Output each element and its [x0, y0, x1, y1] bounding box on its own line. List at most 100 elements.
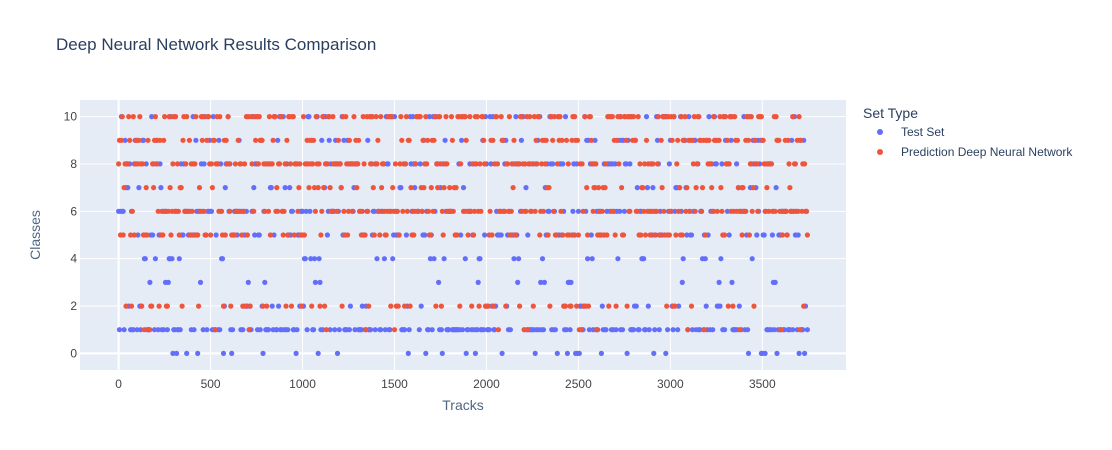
data-point [772, 279, 778, 285]
data-point [183, 161, 189, 167]
data-point [536, 114, 542, 120]
data-point [732, 114, 738, 120]
data-point [262, 279, 268, 285]
data-point [465, 232, 471, 238]
data-point [434, 161, 440, 167]
data-point [143, 185, 149, 191]
data-point [654, 161, 661, 167]
data-point [365, 208, 371, 214]
data-point [468, 208, 474, 214]
legend-item-test-set[interactable]: Test Set [877, 125, 945, 139]
data-point [322, 303, 328, 309]
data-point [272, 114, 278, 120]
data-point [236, 208, 242, 214]
data-point [192, 161, 198, 167]
data-point [523, 185, 529, 191]
data-point [337, 161, 343, 167]
data-point [690, 161, 697, 167]
data-point [309, 303, 315, 309]
data-point [406, 327, 412, 333]
data-point [311, 137, 317, 143]
data-point [783, 208, 789, 214]
data-point [444, 161, 450, 167]
data-point [246, 327, 252, 333]
data-point [786, 161, 792, 167]
data-point [352, 327, 358, 333]
data-point [339, 303, 345, 309]
data-point [702, 256, 708, 262]
data-point [667, 208, 674, 214]
data-point [145, 137, 151, 143]
data-point [641, 208, 647, 214]
data-point [498, 114, 504, 120]
legend-label-prediction: Prediction Deep Neural Network [901, 145, 1073, 159]
data-point [366, 303, 372, 309]
data-point [465, 327, 471, 333]
data-point [458, 161, 464, 167]
data-point [368, 327, 374, 333]
data-point [403, 114, 409, 120]
data-point [290, 114, 296, 120]
data-point [120, 208, 126, 214]
data-point [439, 350, 445, 356]
data-point [416, 327, 422, 333]
legend: Set Type Test Set Prediction Deep Neural… [863, 105, 1073, 159]
data-point [562, 303, 569, 309]
data-point [312, 279, 318, 285]
data-point [737, 327, 743, 333]
data-point [161, 327, 167, 333]
data-point [201, 161, 207, 167]
data-point [442, 137, 448, 143]
data-point [627, 161, 633, 167]
data-point [777, 208, 783, 214]
data-point [276, 161, 283, 167]
data-point [693, 185, 699, 191]
data-point [285, 327, 291, 333]
data-point [584, 185, 590, 191]
data-point [405, 350, 411, 356]
data-point [532, 350, 538, 356]
data-point [307, 137, 313, 143]
data-point [255, 161, 261, 167]
data-point [754, 232, 760, 238]
data-point [334, 208, 340, 214]
data-point [265, 161, 271, 167]
data-point [200, 114, 206, 120]
data-point [185, 208, 192, 214]
data-point [716, 137, 722, 143]
data-point [745, 114, 751, 120]
data-point [537, 232, 543, 238]
legend-item-prediction[interactable]: Prediction Deep Neural Network [877, 145, 1073, 159]
data-point [358, 232, 364, 238]
data-point [627, 208, 633, 214]
y-tick-label: 8 [70, 157, 77, 171]
data-point [795, 232, 801, 238]
data-point [623, 161, 629, 167]
data-point [341, 208, 347, 214]
data-point [789, 137, 795, 143]
data-point [588, 137, 594, 143]
data-point [217, 114, 223, 120]
data-point [582, 114, 588, 120]
x-axis-ticks: 0 500 1000 1500 2000 2500 3000 3500 [115, 377, 776, 391]
data-point [676, 303, 682, 309]
data-point [554, 161, 560, 167]
data-point [391, 208, 397, 214]
data-point [282, 185, 288, 191]
data-point [396, 232, 402, 238]
data-point [749, 256, 755, 262]
data-point [443, 114, 449, 120]
data-point [169, 256, 175, 262]
data-point [313, 114, 319, 120]
data-point [129, 208, 135, 214]
data-point [491, 303, 497, 309]
data-point [699, 208, 705, 214]
data-point [634, 185, 640, 191]
data-point [231, 232, 238, 238]
data-point [170, 161, 176, 167]
data-point [296, 185, 302, 191]
data-point [494, 161, 501, 167]
data-point [570, 208, 576, 214]
data-point [332, 327, 338, 333]
data-point [592, 185, 598, 191]
